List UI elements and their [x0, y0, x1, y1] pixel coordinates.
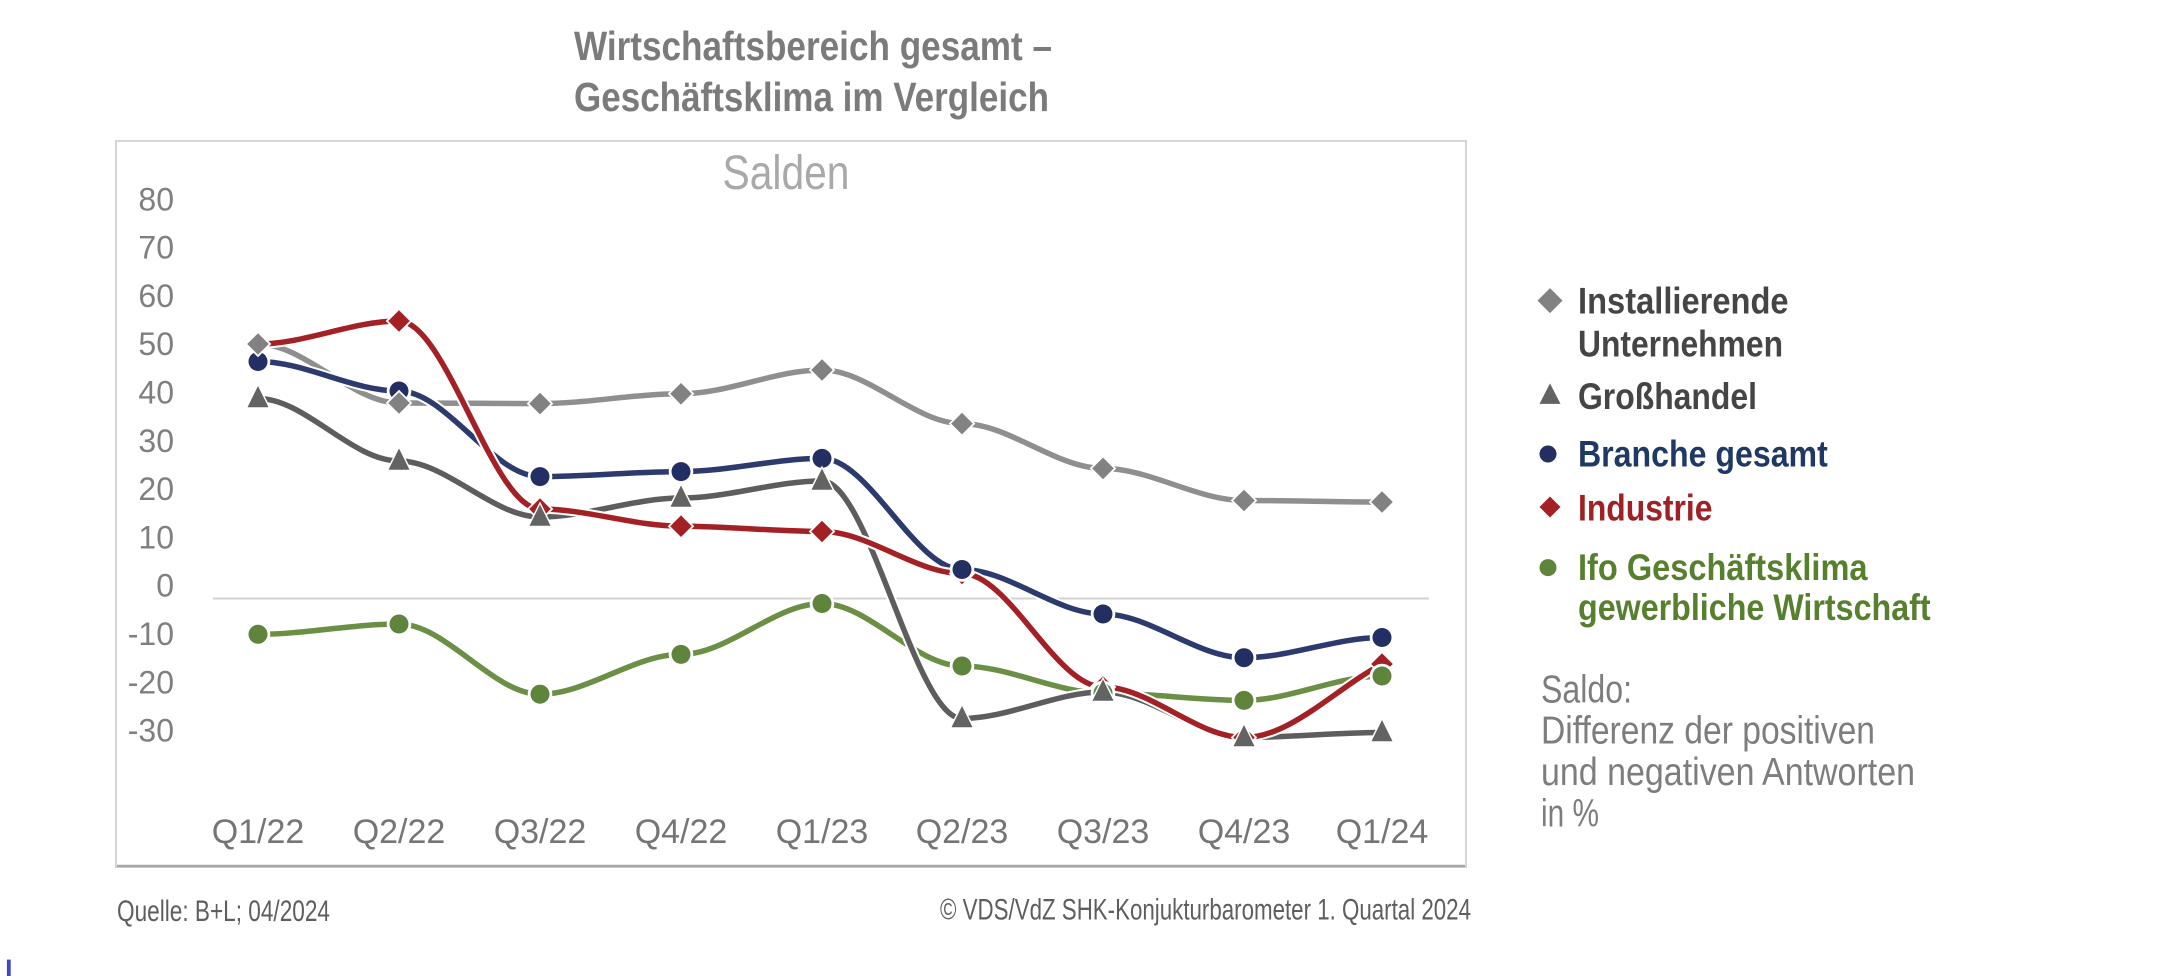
svg-text:Wirtschaftsbereich gesamt –: Wirtschaftsbereich gesamt –: [574, 23, 1052, 69]
svg-text:Q3/23: Q3/23: [1057, 813, 1150, 851]
svg-text:Ifo Geschäftsklima: Ifo Geschäftsklima: [1578, 547, 1868, 588]
svg-text:Salden: Salden: [723, 147, 850, 200]
svg-text:60: 60: [138, 278, 174, 314]
svg-text:Quelle: B+L; 04/2024: Quelle: B+L; 04/2024: [117, 895, 330, 928]
svg-text:-30: -30: [128, 713, 174, 749]
svg-text:© VDS/VdZ SHK-Konjukturbaromet: © VDS/VdZ SHK-Konjukturbarometer 1. Quar…: [940, 894, 1471, 927]
svg-text:Q4/22: Q4/22: [635, 813, 728, 851]
svg-text:Geschäftsklima im Vergleich: Geschäftsklima im Vergleich: [574, 74, 1049, 120]
svg-text:Industrie: Industrie: [1578, 488, 1713, 529]
svg-text:-20: -20: [128, 664, 174, 700]
svg-text:Installierende: Installierende: [1578, 281, 1789, 322]
svg-text:50: 50: [138, 326, 174, 362]
svg-text:Q1/22: Q1/22: [212, 813, 305, 851]
svg-text:gewerbliche Wirtschaft: gewerbliche Wirtschaft: [1578, 587, 1931, 628]
svg-text:Großhandel: Großhandel: [1578, 376, 1757, 417]
svg-text:Q2/23: Q2/23: [916, 813, 1009, 851]
svg-text:-10: -10: [128, 616, 174, 652]
svg-text:Unternehmen: Unternehmen: [1578, 324, 1783, 365]
svg-text:Q4/23: Q4/23: [1198, 813, 1291, 851]
svg-text:80: 80: [138, 181, 174, 217]
svg-text:und negativen Antworten: und negativen Antworten: [1541, 751, 1915, 794]
svg-text:Q2/22: Q2/22: [353, 813, 446, 851]
svg-text:in %: in %: [1541, 793, 1599, 836]
svg-text:10: 10: [138, 519, 174, 555]
svg-text:20: 20: [138, 471, 174, 507]
svg-text:Q1/24: Q1/24: [1336, 813, 1429, 851]
svg-text:0: 0: [156, 568, 174, 604]
svg-text:Differenz der positiven: Differenz der positiven: [1541, 710, 1875, 753]
svg-text:Branche gesamt: Branche gesamt: [1578, 434, 1828, 475]
svg-text:40: 40: [138, 375, 174, 411]
svg-text:Q3/22: Q3/22: [494, 813, 587, 851]
svg-text:Q1/23: Q1/23: [776, 813, 869, 851]
svg-text:70: 70: [138, 230, 174, 266]
svg-text:Saldo:: Saldo:: [1541, 669, 1632, 712]
svg-text:30: 30: [138, 423, 174, 459]
